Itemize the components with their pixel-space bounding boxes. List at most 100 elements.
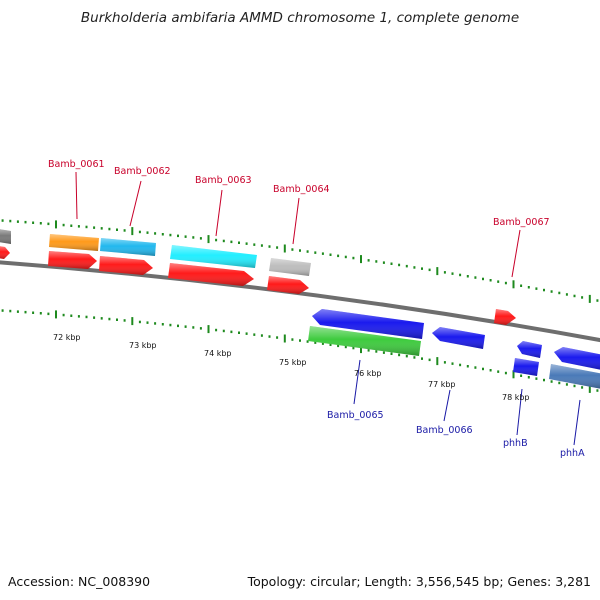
minor-tick — [276, 246, 279, 249]
minor-tick — [299, 339, 301, 342]
minor-tick — [268, 335, 271, 338]
minor-tick — [39, 312, 42, 315]
feature-sheen — [0, 229, 600, 389]
major-tick — [55, 310, 57, 319]
callout-bamb-0063 — [215, 189, 223, 237]
minor-tick — [504, 371, 507, 375]
minor-tick — [352, 346, 355, 350]
minor-tick — [116, 318, 118, 321]
minor-tick — [504, 281, 507, 285]
label-bamb-0066[interactable]: Bamb_0066 — [416, 425, 473, 436]
length-label: Length: — [364, 574, 412, 589]
minor-tick — [93, 316, 96, 319]
feature-sheen-overlay — [168, 263, 254, 286]
minor-tick — [321, 342, 324, 345]
feature-sheen-overlay — [170, 245, 257, 268]
feature-sheen-overlay — [308, 326, 421, 356]
minor-tick — [337, 254, 340, 258]
minor-tick — [352, 256, 355, 260]
minor-tick — [329, 253, 332, 256]
minor-tick — [77, 225, 80, 228]
minor-tick — [543, 288, 545, 292]
minor-tick — [565, 293, 568, 296]
feature-sheen-overlay — [549, 364, 600, 389]
label-bamb-0067[interactable]: Bamb_0067 — [493, 217, 550, 228]
minor-tick — [558, 381, 561, 385]
major-tick — [512, 280, 515, 289]
minor-tick — [367, 259, 370, 262]
minor-tick — [527, 376, 530, 379]
minor-tick — [230, 330, 233, 334]
minor-tick — [405, 264, 408, 268]
major-tick — [588, 384, 591, 393]
label-bamb-0065[interactable]: Bamb_0065 — [327, 410, 384, 421]
minor-tick — [596, 299, 599, 302]
minor-tick — [199, 327, 202, 330]
minor-tick — [527, 286, 530, 289]
scale-label-78: 78 kbp — [502, 393, 530, 402]
tick-track-top — [1, 219, 599, 303]
minor-tick — [306, 250, 309, 253]
minor-tick — [459, 273, 462, 277]
scale-label-74: 74 kbp — [204, 349, 232, 358]
minor-tick — [482, 367, 484, 371]
minor-tick — [260, 334, 263, 337]
major-tick — [283, 334, 286, 343]
minor-tick — [77, 315, 80, 318]
minor-tick — [184, 235, 187, 238]
minor-tick — [466, 365, 469, 368]
minor-tick — [268, 245, 271, 248]
feature-sheen-overlay — [99, 256, 153, 275]
minor-tick — [138, 230, 141, 234]
minor-tick — [489, 369, 492, 372]
minor-tick — [9, 309, 12, 313]
major-tick — [131, 317, 134, 326]
callout-bamb-0065 — [353, 359, 361, 405]
minor-tick — [413, 266, 416, 269]
minor-tick — [291, 248, 294, 251]
minor-tick — [1, 219, 4, 222]
length-value: 3,556,545 bp — [415, 574, 500, 589]
accession-info: Accession: NC_008390 — [8, 574, 150, 589]
minor-tick — [520, 284, 523, 287]
minor-tick — [306, 340, 309, 343]
minor-tick — [344, 345, 347, 349]
label-bamb-0063[interactable]: Bamb_0063 — [195, 175, 252, 186]
minor-tick — [161, 323, 164, 326]
minor-tick — [497, 370, 500, 373]
minor-tick — [573, 294, 576, 298]
accession-label: Accession: — [8, 574, 75, 589]
minor-tick — [100, 317, 103, 320]
minor-tick — [108, 317, 111, 321]
label-phhA[interactable]: phhA — [560, 448, 585, 459]
minor-tick — [451, 272, 454, 275]
minor-tick — [428, 358, 431, 362]
feature-sheen-overlay — [432, 327, 485, 349]
minor-tick — [321, 252, 324, 255]
minor-tick — [32, 311, 35, 314]
feature-sheen-overlay — [269, 258, 311, 276]
callout-bamb-0067 — [511, 229, 521, 278]
minor-tick — [543, 378, 545, 382]
minor-tick — [482, 277, 484, 281]
scale-label-77: 77 kbp — [428, 380, 456, 389]
minor-tick — [367, 349, 370, 352]
minor-tick — [428, 268, 431, 272]
minor-tick — [192, 326, 195, 329]
minor-tick — [314, 341, 317, 344]
label-bamb-0061[interactable]: Bamb_0061 — [48, 159, 105, 170]
minor-tick — [32, 221, 35, 224]
minor-tick — [459, 363, 462, 367]
minor-tick — [474, 366, 477, 369]
major-tick — [55, 220, 57, 229]
label-phhB[interactable]: phhB — [503, 438, 528, 449]
minor-tick — [123, 319, 126, 322]
label-bamb-0062[interactable]: Bamb_0062 — [114, 166, 171, 177]
feature-sheen-overlay — [267, 276, 309, 294]
gene-labels-top: Bamb_0061 Bamb_0062 Bamb_0063 Bamb_0064 … — [48, 159, 550, 228]
minor-tick — [138, 320, 141, 324]
minor-tick — [291, 338, 294, 341]
callout-lines — [75, 171, 581, 446]
minor-tick — [382, 351, 385, 354]
label-bamb-0064[interactable]: Bamb_0064 — [273, 184, 330, 195]
